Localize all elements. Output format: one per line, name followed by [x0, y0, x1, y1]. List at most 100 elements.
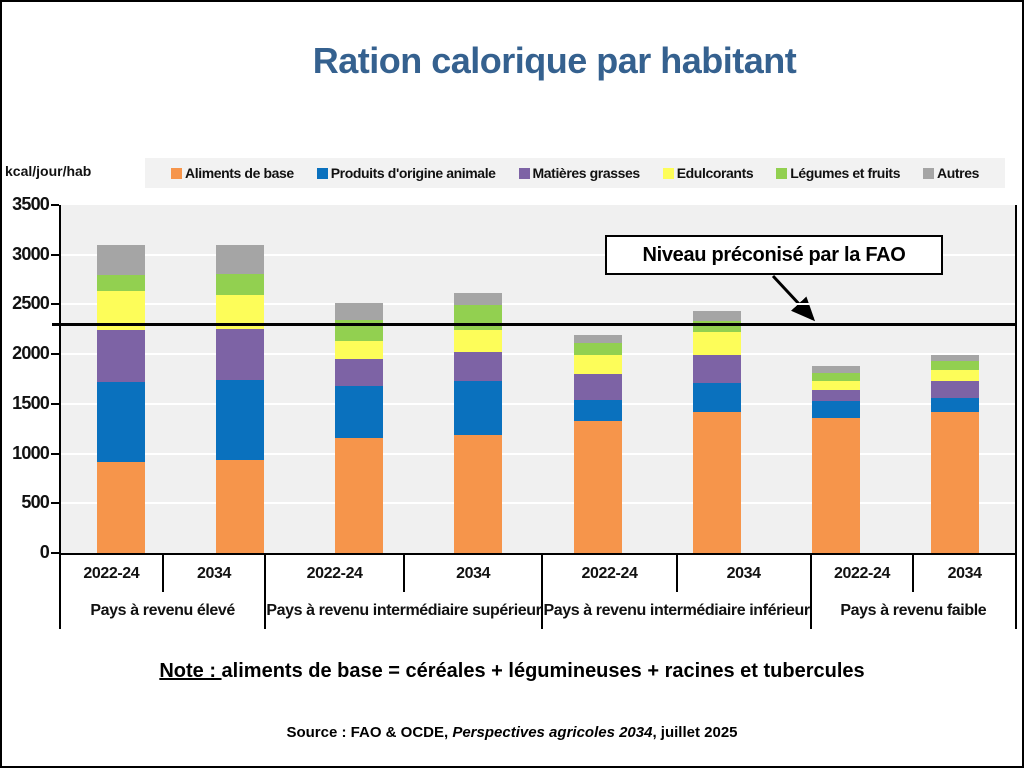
bar-segment: [812, 400, 861, 418]
bar-segment: [812, 381, 861, 390]
legend-swatch-icon: [171, 167, 182, 179]
x-year-label: 2022-24: [266, 555, 405, 592]
y-tick-1500: [51, 402, 59, 405]
y-axis-unit-label: kcal/jour/hab: [5, 163, 92, 179]
chart-title: Ration calorique par habitant: [312, 40, 797, 81]
bar-segment: [96, 330, 145, 382]
legend-swatch-icon: [518, 167, 530, 179]
bar-segment: [215, 380, 264, 460]
x-year-label: 2034: [456, 564, 491, 582]
bar-segment: [215, 244, 264, 274]
bar-segment: [692, 311, 741, 322]
year-row: 2022-24 2034: [266, 555, 541, 592]
fao-annotation-box: Niveau préconisé par la FAO: [605, 235, 943, 275]
x-year-label: 2022-24: [61, 555, 164, 592]
bar-segment: [931, 411, 980, 553]
y-tick-label-2000: 2000: [12, 343, 50, 364]
y-tick-3000: [51, 253, 59, 256]
x-year-label: 2034: [197, 564, 231, 582]
legend-label: Aliments de base: [185, 165, 294, 181]
y-tick-label-0: 0: [39, 542, 50, 562]
bar-segment: [692, 382, 741, 412]
legend: Aliments de base Produits d'origine anima…: [145, 158, 1005, 188]
axis-group: 2022-24 2034 Pays à revenu intermédiaire i…: [543, 555, 812, 629]
note-text: Note : aliments de base = céréales + lég…: [2, 660, 1022, 683]
legend-item: Légumes et fruits: [776, 165, 900, 181]
x-group-label: Pays à revenu intermédiaire inférieur: [543, 601, 810, 619]
legend-swatch-icon: [662, 167, 674, 179]
y-tick-0: [51, 552, 59, 554]
bar-segment: [692, 332, 741, 356]
legend-label: Edulcorants: [676, 165, 754, 181]
bar-segment: [454, 330, 503, 353]
bar-segment: [215, 329, 264, 380]
note-prefix: Note :: [159, 660, 222, 682]
bar-segment: [454, 292, 503, 306]
gridline-1000: [61, 452, 1015, 455]
bar-segment: [215, 459, 264, 553]
bar-segment: [335, 437, 384, 553]
y-tick-label-500: 500: [21, 492, 49, 513]
legend-item: Produits d'origine animale: [316, 165, 496, 181]
legend-item: Matières grasses: [518, 165, 640, 181]
bar-segment: [931, 355, 980, 362]
gridline-2500: [61, 303, 1015, 306]
y-tick-3500: [51, 204, 59, 206]
x-axis-rows: 2022-24 2034 Pays à revenu élevé 2022-24 203…: [59, 555, 1017, 629]
bar-segment: [931, 361, 980, 371]
note-body: aliments de base = céréales + légumineus…: [221, 660, 865, 682]
bar-segment: [812, 373, 861, 381]
bar-segment: [573, 355, 622, 375]
bar-segment: [573, 399, 622, 421]
x-group-label: Pays à revenu faible: [840, 601, 987, 619]
year-row: 2022-24 2034: [543, 555, 809, 592]
gridline-3000: [61, 253, 1015, 256]
source-italic: Perspectives agricoles 2034: [452, 724, 653, 741]
year-row: 2022-24 2034: [812, 555, 1015, 592]
bar-segment: [812, 366, 861, 374]
bar-segment: [454, 352, 503, 381]
bar-segment: [454, 381, 503, 435]
bar-segment: [335, 359, 384, 386]
y-tick-label-1500: 1500: [12, 392, 50, 413]
bar-segment: [335, 303, 384, 321]
y-tick-label-1000: 1000: [12, 442, 50, 463]
legend-item: Autres: [923, 165, 979, 181]
bar-segment: [96, 382, 145, 462]
bar-segment: [96, 274, 145, 291]
source-prefix: Source : FAO & OCDE,: [286, 724, 453, 741]
bar-segment: [692, 321, 741, 333]
bar-segment: [812, 417, 861, 553]
axis-group: 2022-24 2034 Pays à revenu élevé: [61, 555, 267, 629]
y-tick-label-2500: 2500: [12, 293, 50, 314]
source-suffix: , juillet 2025: [652, 724, 738, 741]
legend-label: Autres: [937, 165, 979, 181]
bar-segment: [335, 385, 384, 438]
bar-segment: [573, 343, 622, 356]
bar-segment: [96, 461, 145, 553]
legend-swatch-icon: [776, 167, 788, 179]
bar-segment: [454, 434, 503, 553]
year-row: 2022-24 2034: [61, 555, 264, 592]
bar-segment: [931, 397, 980, 412]
bar-segment: [573, 374, 622, 400]
y-tick-label-3500: 3500: [12, 194, 50, 214]
legend-swatch-icon: [923, 167, 935, 179]
axis-group: 2022-24 2034 Pays à revenu faible: [812, 555, 1017, 629]
x-group-label: Pays à revenu intermédiaire supérieur: [266, 601, 542, 619]
bar-segment: [692, 355, 741, 383]
legend-label: Produits d'origine animale: [330, 165, 496, 181]
bar-segment: [692, 411, 741, 553]
legend-label: Légumes et fruits: [790, 165, 901, 181]
source-text: Source : FAO & OCDE, Perspectives agrico…: [2, 724, 1022, 741]
bar-segment: [573, 335, 622, 344]
fao-reference-line: [52, 323, 1015, 327]
fao-annotation-label: Niveau préconisé par la FAO: [642, 243, 906, 266]
x-year-label: 2034: [947, 564, 982, 582]
x-year-label: 2034: [726, 564, 761, 582]
bar-segment: [573, 420, 622, 553]
bar-segment: [96, 244, 145, 275]
legend-item: Aliments de base: [171, 165, 294, 181]
y-tick-1000: [51, 452, 59, 455]
